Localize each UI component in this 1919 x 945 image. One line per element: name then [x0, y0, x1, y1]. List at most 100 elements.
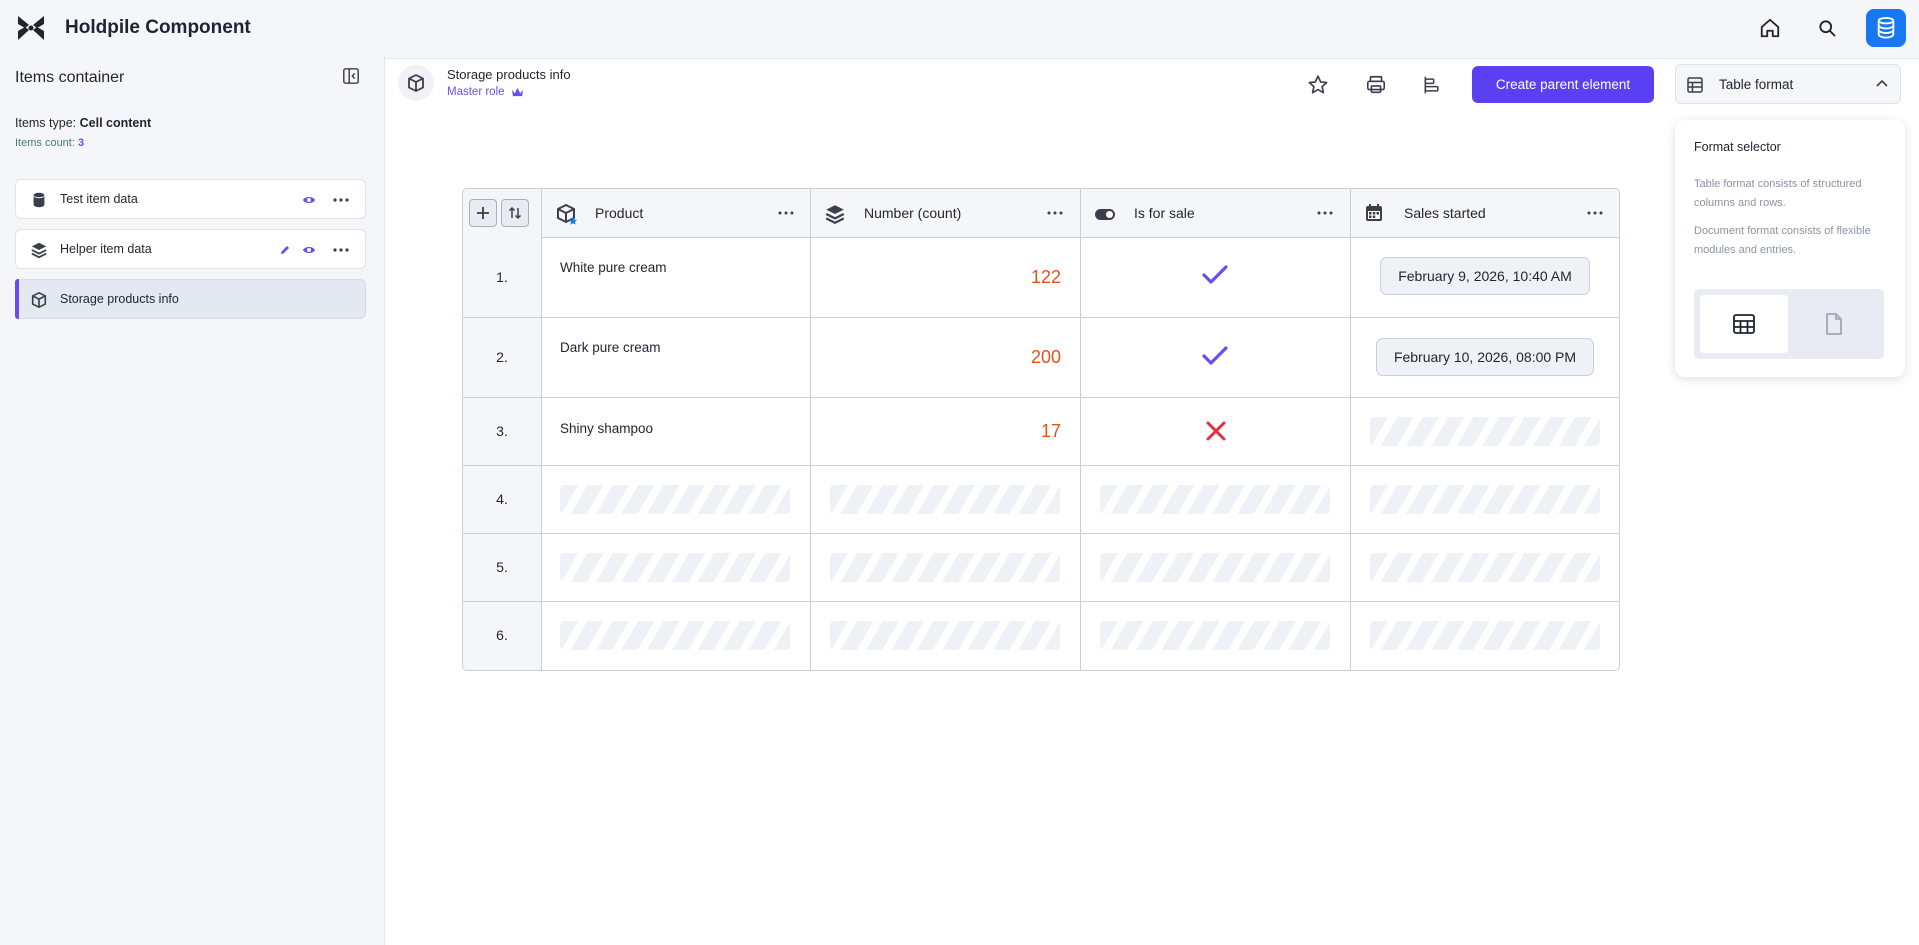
table-format-option[interactable] — [1700, 295, 1788, 353]
column-header-product[interactable]: Product — [541, 189, 810, 237]
sidebar-title: Items container — [15, 69, 125, 86]
sidebar-item-label: Test item data — [60, 192, 138, 206]
index-column — [463, 237, 541, 670]
empty-cell-placeholder[interactable] — [830, 553, 1060, 582]
layers-icon — [824, 203, 846, 225]
sidebar-item-helper-item-data[interactable]: Helper item data — [15, 229, 366, 269]
empty-cell-placeholder[interactable] — [1100, 621, 1330, 650]
empty-cell-placeholder[interactable] — [560, 485, 790, 514]
pencil-icon[interactable] — [277, 242, 293, 258]
date-cell[interactable]: February 10, 2026, 08:00 PM — [1376, 338, 1594, 376]
items-type-value: Cell content — [79, 116, 152, 130]
eye-icon[interactable] — [301, 192, 317, 208]
product-cell[interactable]: Shiny shampoo — [560, 421, 654, 436]
sort-button[interactable] — [501, 199, 529, 227]
chevron-up-icon — [1876, 79, 1888, 87]
column-header-number[interactable]: Number (count) — [810, 189, 1080, 237]
create-parent-element-button[interactable]: Create parent element — [1472, 66, 1654, 103]
empty-cell-placeholder[interactable] — [1370, 621, 1600, 650]
more-options-icon — [778, 211, 794, 215]
box-icon — [398, 65, 434, 101]
empty-cell-placeholder[interactable] — [1370, 485, 1600, 514]
product-cell[interactable]: Dark pure cream — [560, 340, 661, 355]
check-icon[interactable] — [1202, 265, 1228, 285]
items-count-label: Items count: — [15, 137, 75, 149]
print-icon[interactable] — [1361, 70, 1391, 100]
crown-icon — [511, 87, 523, 96]
table-grid-icon — [1733, 314, 1755, 334]
items-type: Items type: Cell content — [15, 116, 151, 130]
top-bar: Holdpile Component — [0, 0, 1919, 56]
sort-icon — [508, 206, 522, 220]
row-index: 6. — [496, 627, 508, 643]
more-options-icon[interactable] — [333, 192, 349, 208]
count-cell[interactable]: 122 — [1030, 267, 1061, 287]
empty-cell-placeholder[interactable] — [1100, 553, 1330, 582]
content-header: Storage products info Master role Create… — [385, 58, 1919, 113]
check-icon[interactable] — [1202, 346, 1228, 366]
more-options-icon — [1317, 211, 1333, 215]
more-options-icon — [1047, 211, 1063, 215]
table-format-description: Table format consists of structured colu… — [1694, 178, 1862, 209]
sidebar-item-storage-products-info[interactable]: Storage products info — [15, 279, 366, 319]
more-options-icon[interactable] — [333, 242, 349, 258]
format-select[interactable]: Table format — [1675, 64, 1901, 104]
row-index: 4. — [496, 491, 508, 507]
items-count-value: 3 — [77, 137, 85, 149]
align-icon[interactable] — [1417, 70, 1447, 100]
data-table: Product Number (count) Is for sale Sales… — [462, 188, 1620, 671]
toggle-icon — [1094, 203, 1116, 225]
row-index: 2. — [496, 349, 508, 365]
database-button[interactable] — [1866, 9, 1906, 47]
sidebar-item-label: Storage products info — [60, 292, 179, 306]
calendar-icon — [1364, 203, 1386, 225]
collapse-sidebar-icon[interactable] — [340, 65, 362, 87]
format-toggle — [1694, 289, 1884, 359]
popover-title: Format selector — [1694, 140, 1781, 154]
plus-icon — [477, 207, 489, 219]
document-icon — [1826, 313, 1842, 335]
empty-cell-placeholder[interactable] — [1370, 553, 1600, 582]
document-format-option[interactable] — [1790, 295, 1878, 353]
column-label: Product — [595, 205, 644, 221]
cross-icon[interactable] — [1205, 420, 1227, 442]
star-icon[interactable] — [1303, 70, 1333, 100]
empty-cell-placeholder[interactable] — [560, 553, 790, 582]
date-cell[interactable]: February 9, 2026, 10:40 AM — [1380, 257, 1590, 295]
box-icon — [30, 291, 48, 309]
empty-cell-placeholder[interactable] — [830, 621, 1060, 650]
product-cell[interactable]: White pure cream — [560, 260, 667, 275]
eye-icon[interactable] — [301, 242, 317, 258]
column-label: Sales started — [1404, 205, 1486, 221]
search-icon[interactable] — [1811, 12, 1843, 44]
table-grid-icon — [1687, 77, 1703, 93]
database-icon — [30, 191, 48, 209]
row-index: 5. — [496, 559, 508, 575]
add-row-button[interactable] — [469, 199, 497, 227]
empty-cell-placeholder[interactable] — [1370, 417, 1600, 446]
role-badge: Master role — [447, 86, 524, 98]
empty-cell-placeholder[interactable] — [1100, 485, 1330, 514]
database-icon — [1877, 17, 1895, 39]
column-header-is-for-sale[interactable]: Is for sale — [1080, 189, 1350, 237]
role-label: Master role — [447, 86, 505, 98]
sidebar: Items container Items type: Cell content… — [0, 56, 385, 945]
app-title: Holdpile Component — [65, 17, 251, 38]
table-header — [463, 189, 1619, 238]
empty-cell-placeholder[interactable] — [830, 485, 1060, 514]
items-type-label: Items type: — [15, 116, 77, 130]
count-cell[interactable]: 17 — [1040, 421, 1061, 441]
row-index: 3. — [496, 423, 508, 439]
sidebar-item-test-item-data[interactable]: Test item data — [15, 179, 366, 219]
empty-cell-placeholder[interactable] — [560, 621, 790, 650]
column-header-sales-started[interactable]: Sales started — [1350, 189, 1619, 237]
count-cell[interactable]: 200 — [1030, 347, 1061, 367]
page-title: Storage products info — [447, 67, 571, 82]
format-selector-popover: Format selector Table format consists of… — [1675, 120, 1905, 377]
column-label: Is for sale — [1134, 205, 1195, 221]
home-icon[interactable] — [1754, 12, 1786, 44]
active-indicator — [15, 279, 19, 319]
sidebar-item-label: Helper item data — [60, 242, 152, 256]
layers-icon — [30, 241, 48, 259]
app-logo-icon — [16, 14, 46, 42]
